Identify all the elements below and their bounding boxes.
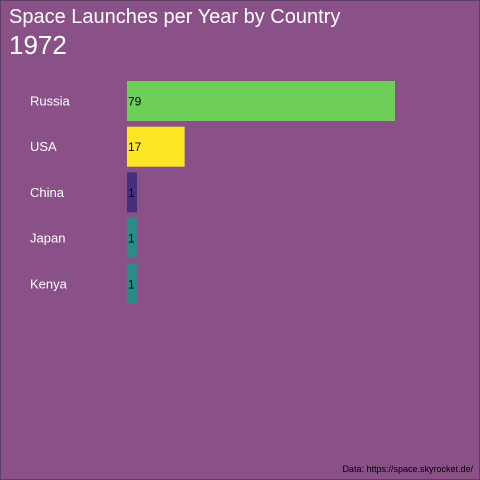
year-label: 1972 [9, 30, 67, 60]
bar-usa [127, 126, 185, 167]
category-label-usa: USA [30, 139, 57, 154]
value-label-usa: 17 [128, 140, 142, 154]
chart-title: Space Launches per Year by Country [9, 6, 341, 28]
category-label-russia: Russia [30, 94, 71, 109]
bar-kenya [127, 263, 137, 304]
value-label-kenya: 1 [128, 277, 135, 291]
category-label-kenya: Kenya [30, 276, 68, 291]
category-label-japan: Japan [30, 231, 65, 246]
data-source: Data: https://space.skyrocket.de/ [342, 464, 473, 474]
value-label-china: 1 [128, 186, 135, 200]
category-label-china: China [30, 185, 65, 200]
bar-china [127, 172, 137, 213]
value-label-russia: 79 [128, 95, 142, 109]
bar-russia [127, 81, 395, 121]
bar-japan [127, 218, 137, 259]
value-label-japan: 1 [128, 232, 135, 246]
